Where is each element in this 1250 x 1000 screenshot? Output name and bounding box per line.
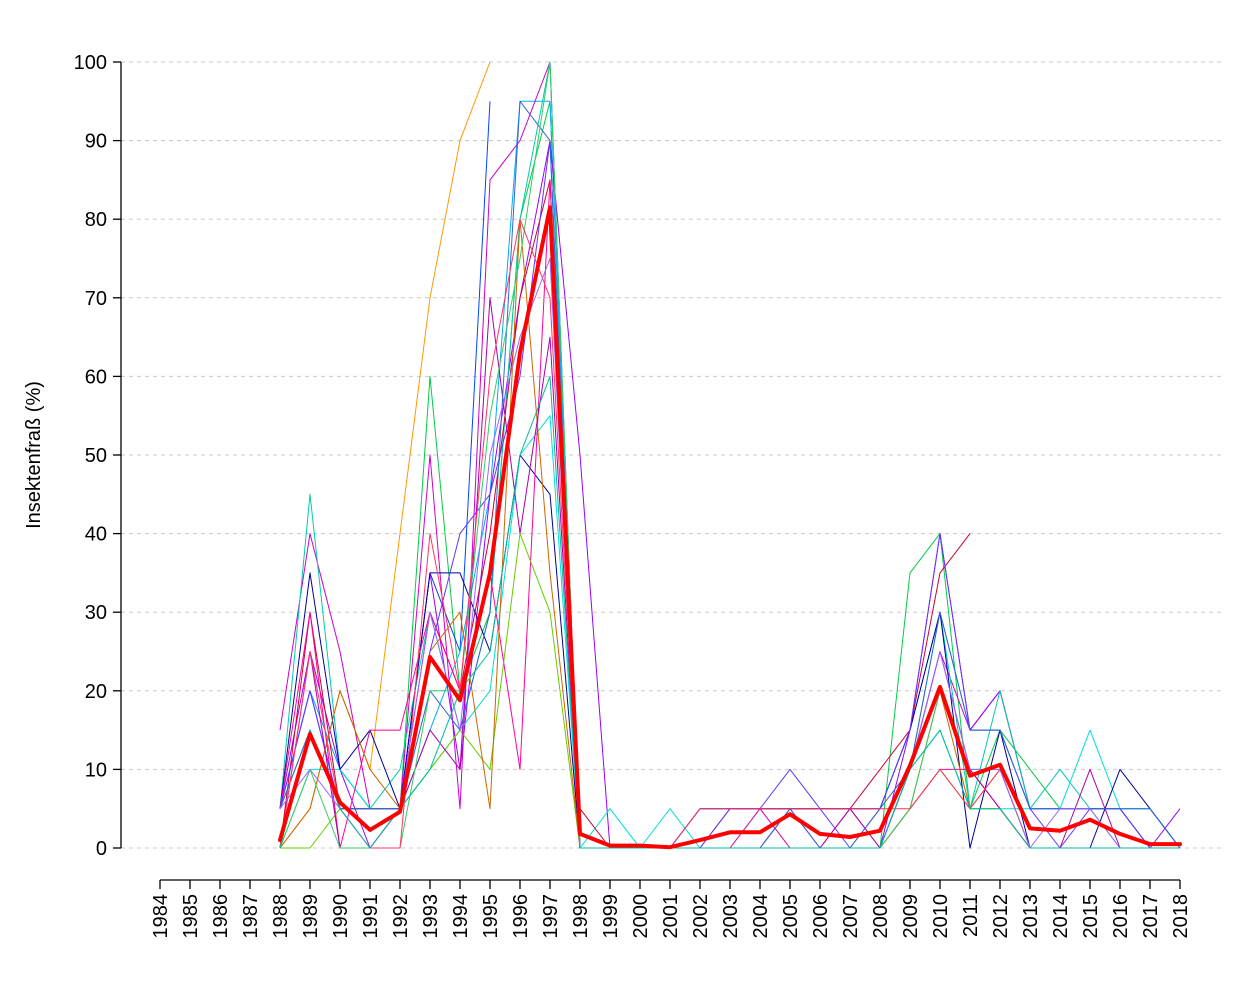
y-tick-label: 0 (96, 838, 107, 860)
series-lines (279, 61, 1181, 849)
x-tick-label: 1985 (180, 894, 202, 939)
mean-series-line (278, 205, 1182, 850)
x-tick-label: 1994 (450, 894, 472, 939)
y-tick-label: 20 (85, 681, 107, 703)
grid-lines (121, 61, 1222, 849)
x-tick-label: 2006 (810, 894, 832, 939)
x-tick-label: 2004 (750, 894, 772, 939)
x-tick-label: 1995 (480, 894, 502, 939)
series-line-15 (279, 297, 1180, 849)
x-tick-label: 2015 (1080, 894, 1102, 939)
x-tick-label: 1988 (270, 894, 292, 939)
x-tick-label: 2010 (930, 894, 952, 939)
x-tick-label: 2017 (1140, 894, 1162, 939)
x-tick-label: 1987 (240, 894, 262, 939)
x-tick-label: 2016 (1110, 894, 1132, 939)
y-tick-label: 90 (85, 131, 107, 153)
x-tick-label: 2018 (1170, 894, 1192, 939)
x-tick-label: 1986 (210, 894, 232, 939)
x-axis: 1984 1985 1986 1987 1988 1989 1990 1991 1992 1993… (150, 879, 1192, 939)
x-tick-label: 2012 (990, 894, 1012, 939)
x-tick-label: 1984 (150, 894, 172, 939)
y-tick-label: 70 (85, 288, 107, 310)
y-tick-label: 50 (85, 445, 107, 467)
x-tick-label: 2014 (1050, 894, 1072, 939)
x-tick-label: 1999 (600, 894, 622, 939)
x-tick-label: 2003 (720, 894, 742, 939)
x-tick-label: 2007 (840, 894, 862, 939)
x-tick-label: 1997 (540, 894, 562, 939)
x-tick-label: 1991 (360, 894, 382, 939)
x-tick-label: 2002 (690, 894, 712, 939)
series-line-20 (279, 375, 1180, 849)
y-tick-label: 10 (85, 759, 107, 781)
x-tick-label: 1998 (570, 894, 592, 939)
x-tick-label: 2008 (870, 894, 892, 939)
x-tick-label: 2013 (1020, 894, 1042, 939)
x-tick-label: 1996 (510, 894, 532, 939)
y-tick-label: 100 (74, 52, 107, 74)
y-tick-label: 80 (85, 209, 107, 231)
x-tick-label: 1989 (300, 894, 322, 939)
mean-line-group (278, 205, 1182, 850)
y-tick-label: 40 (85, 524, 107, 546)
y-axis-label: Insektenfraß (%) (23, 381, 45, 529)
y-tick-label: 60 (85, 366, 107, 388)
y-axis: 0 10 20 30 40 50 60 70 80 90 100 (74, 52, 122, 860)
x-tick-label: 2009 (900, 894, 922, 939)
x-tick-label: 1990 (330, 894, 352, 939)
x-tick-label: 2005 (780, 894, 802, 939)
x-tick-label: 1992 (390, 894, 412, 939)
x-tick-label: 2011 (960, 894, 982, 937)
x-tick-label: 2001 (660, 894, 682, 939)
x-tick-label: 2000 (630, 894, 652, 939)
x-tick-label: 1993 (420, 894, 442, 939)
series-line-9 (279, 179, 971, 849)
series-line-19 (279, 258, 1180, 849)
y-tick-label: 30 (85, 602, 107, 624)
